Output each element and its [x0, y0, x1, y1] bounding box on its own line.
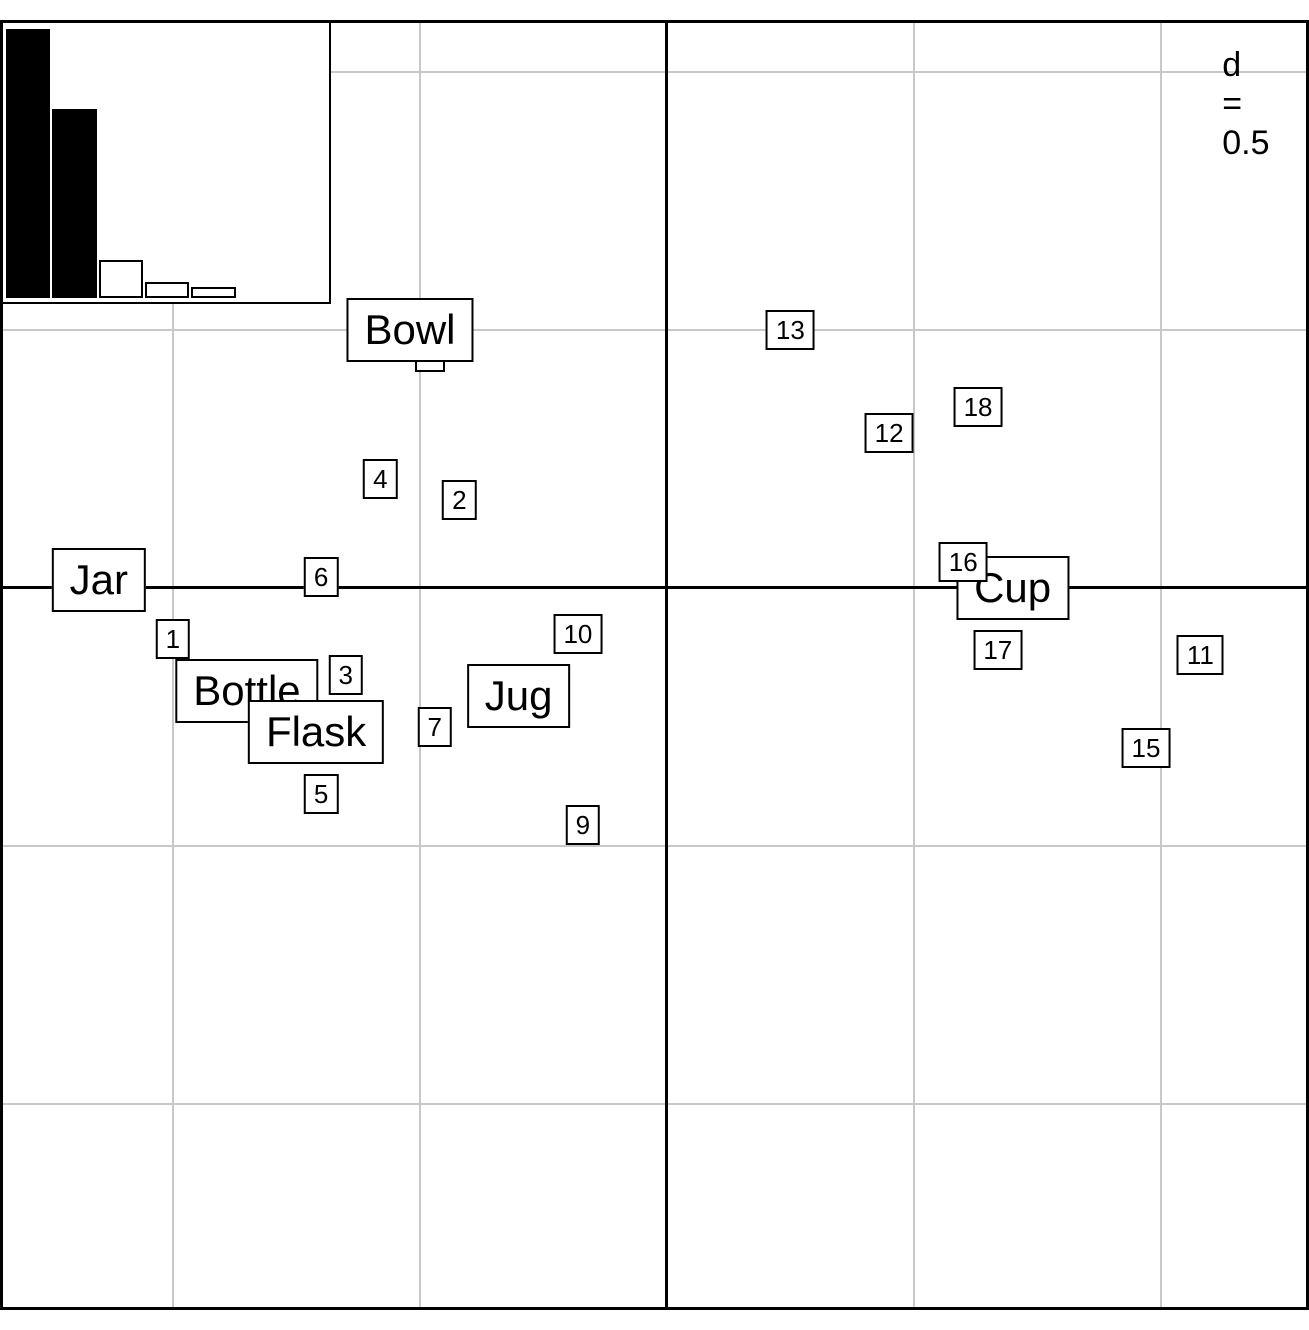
plot-border [0, 20, 1309, 1310]
biplot: BowlJarBottleFlaskJugCup1318124216611017… [0, 20, 1309, 1310]
